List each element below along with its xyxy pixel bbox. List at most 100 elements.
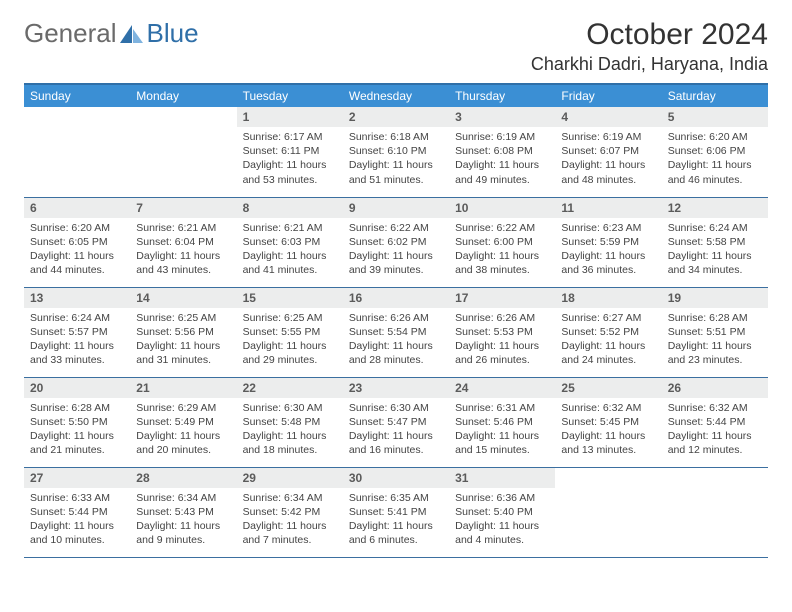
calendar-day-cell: 31Sunrise: 6:36 AMSunset: 5:40 PMDayligh… [449, 467, 555, 557]
day-number: 17 [449, 288, 555, 308]
day-details: Sunrise: 6:26 AMSunset: 5:53 PMDaylight:… [449, 308, 555, 373]
location-text: Charkhi Dadri, Haryana, India [531, 54, 768, 75]
calendar-day-cell: 23Sunrise: 6:30 AMSunset: 5:47 PMDayligh… [343, 377, 449, 467]
calendar-day-cell: 3Sunrise: 6:19 AMSunset: 6:08 PMDaylight… [449, 107, 555, 197]
day-details: Sunrise: 6:17 AMSunset: 6:11 PMDaylight:… [237, 127, 343, 192]
calendar-day-cell: 14Sunrise: 6:25 AMSunset: 5:56 PMDayligh… [130, 287, 236, 377]
weekday-header: Friday [555, 84, 661, 107]
day-details: Sunrise: 6:30 AMSunset: 5:48 PMDaylight:… [237, 398, 343, 463]
day-number: 24 [449, 378, 555, 398]
day-number: 27 [24, 468, 130, 488]
calendar-day-cell: 19Sunrise: 6:28 AMSunset: 5:51 PMDayligh… [662, 287, 768, 377]
calendar-day-cell: 27Sunrise: 6:33 AMSunset: 5:44 PMDayligh… [24, 467, 130, 557]
day-number: 9 [343, 198, 449, 218]
weekday-header: Tuesday [237, 84, 343, 107]
day-number: 2 [343, 107, 449, 127]
brand-logo: General Blue [24, 18, 199, 49]
day-number: 8 [237, 198, 343, 218]
weekday-header: Monday [130, 84, 236, 107]
calendar-day-cell: 2Sunrise: 6:18 AMSunset: 6:10 PMDaylight… [343, 107, 449, 197]
day-details: Sunrise: 6:21 AMSunset: 6:04 PMDaylight:… [130, 218, 236, 283]
day-number: 4 [555, 107, 661, 127]
month-title: October 2024 [531, 18, 768, 52]
calendar-week-row: ....1Sunrise: 6:17 AMSunset: 6:11 PMDayl… [24, 107, 768, 197]
day-details: Sunrise: 6:35 AMSunset: 5:41 PMDaylight:… [343, 488, 449, 553]
day-details: Sunrise: 6:23 AMSunset: 5:59 PMDaylight:… [555, 218, 661, 283]
calendar-day-cell: .. [555, 467, 661, 557]
day-details: Sunrise: 6:22 AMSunset: 6:02 PMDaylight:… [343, 218, 449, 283]
calendar-week-row: 20Sunrise: 6:28 AMSunset: 5:50 PMDayligh… [24, 377, 768, 467]
header: General Blue October 2024 Charkhi Dadri,… [24, 18, 768, 75]
calendar-day-cell: 11Sunrise: 6:23 AMSunset: 5:59 PMDayligh… [555, 197, 661, 287]
day-number: 3 [449, 107, 555, 127]
day-number: 10 [449, 198, 555, 218]
calendar-day-cell: 17Sunrise: 6:26 AMSunset: 5:53 PMDayligh… [449, 287, 555, 377]
calendar-day-cell: 16Sunrise: 6:26 AMSunset: 5:54 PMDayligh… [343, 287, 449, 377]
day-details: Sunrise: 6:22 AMSunset: 6:00 PMDaylight:… [449, 218, 555, 283]
day-details: Sunrise: 6:21 AMSunset: 6:03 PMDaylight:… [237, 218, 343, 283]
day-number: 31 [449, 468, 555, 488]
sail-icon [119, 23, 145, 45]
day-number: 21 [130, 378, 236, 398]
day-number: 7 [130, 198, 236, 218]
calendar-day-cell: 9Sunrise: 6:22 AMSunset: 6:02 PMDaylight… [343, 197, 449, 287]
title-block: October 2024 Charkhi Dadri, Haryana, Ind… [531, 18, 768, 75]
day-details: Sunrise: 6:20 AMSunset: 6:05 PMDaylight:… [24, 218, 130, 283]
day-details: Sunrise: 6:28 AMSunset: 5:50 PMDaylight:… [24, 398, 130, 463]
day-number: 19 [662, 288, 768, 308]
day-number: 14 [130, 288, 236, 308]
day-details: Sunrise: 6:20 AMSunset: 6:06 PMDaylight:… [662, 127, 768, 192]
calendar-week-row: 6Sunrise: 6:20 AMSunset: 6:05 PMDaylight… [24, 197, 768, 287]
day-number: 18 [555, 288, 661, 308]
day-details: Sunrise: 6:19 AMSunset: 6:08 PMDaylight:… [449, 127, 555, 192]
calendar-day-cell: 1Sunrise: 6:17 AMSunset: 6:11 PMDaylight… [237, 107, 343, 197]
day-details: Sunrise: 6:19 AMSunset: 6:07 PMDaylight:… [555, 127, 661, 192]
calendar-day-cell: 5Sunrise: 6:20 AMSunset: 6:06 PMDaylight… [662, 107, 768, 197]
day-details: Sunrise: 6:31 AMSunset: 5:46 PMDaylight:… [449, 398, 555, 463]
calendar-day-cell: 15Sunrise: 6:25 AMSunset: 5:55 PMDayligh… [237, 287, 343, 377]
calendar-day-cell: 29Sunrise: 6:34 AMSunset: 5:42 PMDayligh… [237, 467, 343, 557]
calendar-day-cell: 7Sunrise: 6:21 AMSunset: 6:04 PMDaylight… [130, 197, 236, 287]
day-details: Sunrise: 6:34 AMSunset: 5:43 PMDaylight:… [130, 488, 236, 553]
day-number: 26 [662, 378, 768, 398]
day-details: Sunrise: 6:29 AMSunset: 5:49 PMDaylight:… [130, 398, 236, 463]
day-details: Sunrise: 6:25 AMSunset: 5:56 PMDaylight:… [130, 308, 236, 373]
day-number: 5 [662, 107, 768, 127]
day-number: 12 [662, 198, 768, 218]
day-number: 11 [555, 198, 661, 218]
weekday-header: Wednesday [343, 84, 449, 107]
calendar-day-cell: 18Sunrise: 6:27 AMSunset: 5:52 PMDayligh… [555, 287, 661, 377]
day-details: Sunrise: 6:34 AMSunset: 5:42 PMDaylight:… [237, 488, 343, 553]
day-details: Sunrise: 6:18 AMSunset: 6:10 PMDaylight:… [343, 127, 449, 192]
calendar-body: .... 1Sunrise: 6:17 AMSunset: 6:11 PMDayl… [24, 107, 768, 557]
calendar-day-cell: 10Sunrise: 6:22 AMSunset: 6:00 PMDayligh… [449, 197, 555, 287]
day-number: 20 [24, 378, 130, 398]
day-number: 15 [237, 288, 343, 308]
calendar-day-cell: 21Sunrise: 6:29 AMSunset: 5:49 PMDayligh… [130, 377, 236, 467]
calendar-day-cell: 12Sunrise: 6:24 AMSunset: 5:58 PMDayligh… [662, 197, 768, 287]
day-details: Sunrise: 6:36 AMSunset: 5:40 PMDaylight:… [449, 488, 555, 553]
calendar-table: SundayMondayTuesdayWednesdayThursdayFrid… [24, 83, 768, 558]
calendar-day-cell: 13Sunrise: 6:24 AMSunset: 5:57 PMDayligh… [24, 287, 130, 377]
day-number: 23 [343, 378, 449, 398]
calendar-day-cell: 30Sunrise: 6:35 AMSunset: 5:41 PMDayligh… [343, 467, 449, 557]
calendar-day-cell: 24Sunrise: 6:31 AMSunset: 5:46 PMDayligh… [449, 377, 555, 467]
weekday-header: Thursday [449, 84, 555, 107]
calendar-day-cell: 20Sunrise: 6:28 AMSunset: 5:50 PMDayligh… [24, 377, 130, 467]
calendar-day-cell: 6Sunrise: 6:20 AMSunset: 6:05 PMDaylight… [24, 197, 130, 287]
day-number: 25 [555, 378, 661, 398]
day-details: Sunrise: 6:27 AMSunset: 5:52 PMDaylight:… [555, 308, 661, 373]
calendar-day-cell: .. [662, 467, 768, 557]
day-number: 1 [237, 107, 343, 127]
day-number: 16 [343, 288, 449, 308]
day-number: 30 [343, 468, 449, 488]
weekday-header: Saturday [662, 84, 768, 107]
calendar-day-cell: 8Sunrise: 6:21 AMSunset: 6:03 PMDaylight… [237, 197, 343, 287]
calendar-day-cell: 4Sunrise: 6:19 AMSunset: 6:07 PMDaylight… [555, 107, 661, 197]
day-number: 6 [24, 198, 130, 218]
calendar-day-cell: 28Sunrise: 6:34 AMSunset: 5:43 PMDayligh… [130, 467, 236, 557]
calendar-head: SundayMondayTuesdayWednesdayThursdayFrid… [24, 84, 768, 107]
day-details: Sunrise: 6:24 AMSunset: 5:58 PMDaylight:… [662, 218, 768, 283]
brand-part1: General [24, 18, 117, 49]
day-number: 13 [24, 288, 130, 308]
